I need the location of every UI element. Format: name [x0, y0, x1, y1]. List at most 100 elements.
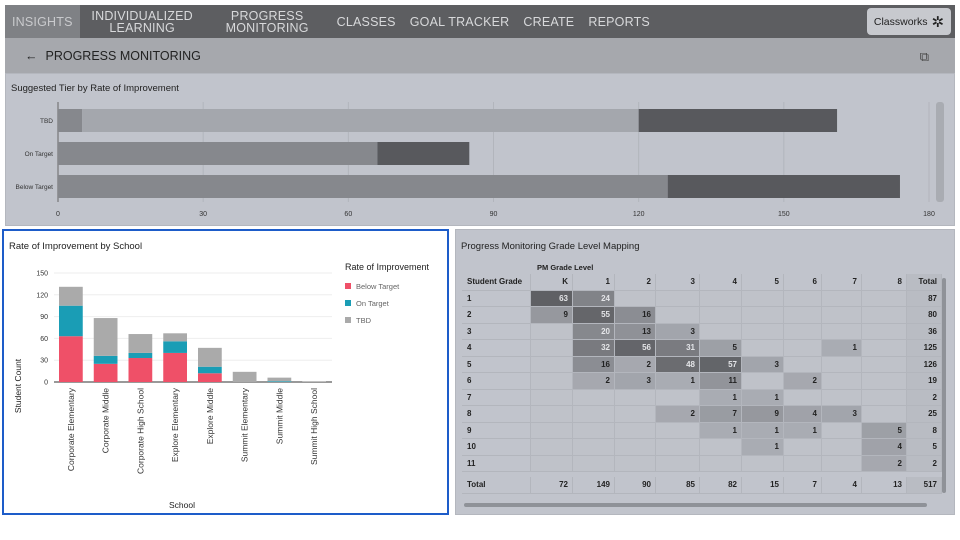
row-label: 10: [462, 439, 531, 456]
nav-goal-tracker[interactable]: GOAL TRACKER: [409, 14, 510, 29]
heatmap-cell: 31: [656, 340, 700, 357]
heatmap-cell: 9: [531, 307, 573, 324]
heatmap-cell: [573, 406, 615, 423]
legend-swatch: [345, 317, 351, 323]
row-label: 9: [462, 422, 531, 439]
column-header: Total: [907, 274, 942, 291]
heatmap-cell: [700, 439, 742, 456]
row-label: 1: [462, 290, 531, 307]
page-header: ← PROGRESS MONITORING ⧉: [5, 38, 955, 73]
heatmap-cell: [700, 290, 742, 307]
bar-segment-below-target: [59, 336, 83, 382]
heatmap-cell: [784, 439, 822, 456]
heatmap-cell: [656, 439, 700, 456]
bar-segment-tbd: [59, 286, 83, 306]
open-external-icon[interactable]: ⧉: [919, 49, 929, 64]
total-cell: 13: [862, 477, 907, 494]
column-header: K: [531, 274, 573, 291]
heatmap-cell: [531, 340, 573, 357]
heatmap-cell: 126: [907, 356, 942, 373]
heatmap-cell: 1: [784, 422, 822, 439]
legend-label: Below Target: [356, 282, 400, 291]
x-tick-label: 0: [56, 211, 60, 218]
heatmap-cell: [822, 307, 862, 324]
x-tick-label: Summit High School: [309, 388, 319, 465]
heatmap-cell: [742, 340, 784, 357]
x-tick-label: 150: [778, 211, 790, 218]
bar-segment-tbd: [232, 371, 257, 382]
heatmap-cell: [573, 455, 615, 472]
heatmap-cell: [615, 406, 656, 423]
heatmap-cell: 16: [615, 307, 656, 324]
bar-segment-on-target: [59, 305, 83, 337]
x-tick-label: 90: [490, 211, 498, 218]
y-axis-label: Student Count: [13, 358, 23, 413]
heatmap-cell: 2: [656, 406, 700, 423]
heatmap-cell: [822, 373, 862, 390]
column-header: 3: [656, 274, 700, 291]
column-header: 7: [822, 274, 862, 291]
total-cell: 85: [656, 477, 700, 494]
top-nav: INSIGHTS INDIVIDUALIZED LEARNING PROGRESS …: [5, 5, 955, 38]
heatmap-cell: [742, 290, 784, 307]
heatmap-cell: 1: [742, 389, 784, 406]
vertical-scrollbar[interactable]: [942, 278, 946, 493]
nav-classes[interactable]: CLASSES: [336, 14, 396, 29]
classworks-logo-button[interactable]: Classworks ✲: [867, 8, 951, 35]
classworks-logo-icon: ✲: [931, 13, 945, 31]
heatmap-cell: [700, 323, 742, 340]
bar-segment-on-target: [128, 352, 153, 359]
x-tick-label: Summit Middle: [274, 388, 284, 444]
bar-segment-tbd: [93, 318, 118, 356]
nav-progress-monitoring[interactable]: PROGRESS MONITORING: [225, 8, 309, 35]
y-tick-label: 30: [40, 358, 48, 365]
heatmap-cell: 8: [907, 422, 942, 439]
total-cell: 517: [907, 477, 942, 494]
heatmap-cell: [573, 422, 615, 439]
horizontal-scrollbar[interactable]: [464, 503, 927, 507]
heatmap-cell: 125: [907, 340, 942, 357]
bar-segment-tbd: [163, 333, 187, 342]
x-tick-label: Explore Elementary: [170, 387, 180, 462]
heatmap-cell: [784, 389, 822, 406]
heatmap-cell: 2: [907, 455, 942, 472]
heatmap-cell: [615, 290, 656, 307]
heatmap-cell: [822, 323, 862, 340]
nav-insights[interactable]: INSIGHTS: [5, 5, 80, 38]
bar-segment-below-target: [163, 352, 187, 382]
arrow-left-icon[interactable]: ←: [25, 48, 38, 63]
nav-reports[interactable]: REPORTS: [588, 14, 650, 29]
heatmap-cell: [862, 323, 907, 340]
heatmap-cell: 5: [862, 422, 907, 439]
nav-individualized-learning[interactable]: INDIVIDUALIZED LEARNING: [91, 8, 193, 35]
page-title: PROGRESS MONITORING: [45, 48, 201, 63]
heatmap-cell: [862, 406, 907, 423]
heatmap-cell: [573, 439, 615, 456]
heatmap-cell: [742, 455, 784, 472]
y-tick-label: 0: [44, 380, 48, 387]
heatmap-cell: [742, 323, 784, 340]
nav-create[interactable]: CREATE: [523, 14, 575, 29]
legend-swatch: [345, 300, 351, 306]
heatmap-cell: 2: [573, 373, 615, 390]
rate-by-school-panel: Rate of Improvement by School 0 30 60 90 120…: [2, 229, 449, 515]
heatmap-cell: 2: [907, 389, 942, 406]
heatmap-cell: [615, 422, 656, 439]
heatmap-cell: 20: [573, 323, 615, 340]
heatmap-cell: [615, 389, 656, 406]
heatmap-table: Student Grade K 1 2 3 4 5 6 7 8 Total 1 63 24 87 2 9 55 16…: [462, 274, 942, 494]
heatmap-cell: 1: [742, 422, 784, 439]
heatmap-cell: [700, 307, 742, 324]
total-cell: 72: [531, 477, 573, 494]
column-header: 8: [862, 274, 907, 291]
bar-segment-on-target: [267, 381, 292, 382]
legend-label: TBD: [356, 316, 372, 325]
y-tick-label: TBD: [40, 118, 53, 125]
heatmap-cell: [822, 389, 862, 406]
heatmap-cell: [784, 290, 822, 307]
y-tick-label: 60: [40, 336, 48, 343]
y-tick-label: 90: [40, 314, 48, 321]
heatmap-cell: 24: [573, 290, 615, 307]
heatmap-cell: [656, 422, 700, 439]
range-slider[interactable]: [936, 102, 944, 202]
